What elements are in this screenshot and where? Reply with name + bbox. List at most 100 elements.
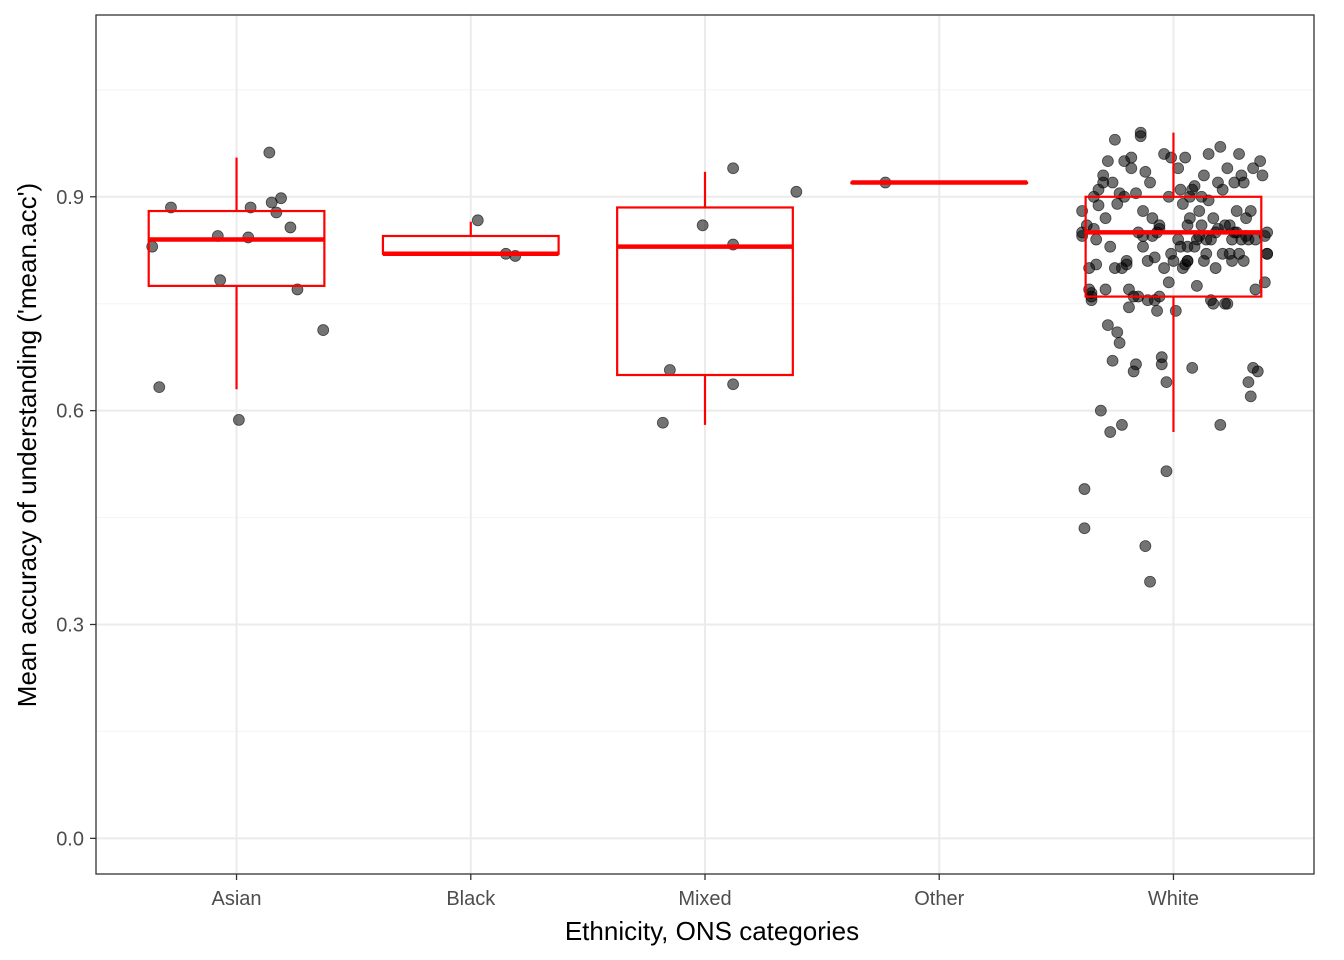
boxplot-black — [381, 221, 560, 257]
data-point — [1216, 183, 1229, 196]
data-point — [1247, 162, 1259, 175]
data-point — [153, 381, 166, 394]
grid — [96, 15, 1314, 874]
data-point — [1190, 279, 1203, 292]
data-point — [1183, 212, 1196, 225]
data-point — [1181, 255, 1194, 267]
data-point — [1111, 326, 1124, 339]
data-point — [1261, 226, 1274, 239]
y-tick-label: 0.3 — [56, 614, 84, 636]
data-point — [1169, 304, 1182, 317]
data-point — [1134, 130, 1147, 143]
data-point — [1233, 148, 1245, 160]
data-point — [1249, 283, 1262, 296]
data-point — [1123, 301, 1135, 314]
data-point — [1078, 483, 1091, 495]
y-tick-label: 0.9 — [56, 187, 84, 209]
data-point — [1237, 176, 1250, 189]
data-point — [1188, 180, 1201, 192]
box-iqr — [616, 206, 794, 377]
data-point — [1261, 247, 1274, 260]
data-point — [1094, 404, 1107, 417]
data-point — [1195, 219, 1208, 232]
data-point — [1254, 155, 1267, 168]
data-point — [232, 414, 245, 426]
data-point — [1167, 255, 1180, 267]
x-axis-title: Ethnicity, ONS categories — [565, 916, 859, 946]
data-point — [1165, 151, 1178, 164]
data-point — [1113, 337, 1126, 349]
data-point — [727, 162, 740, 175]
y-tick-label: 0.6 — [56, 401, 84, 423]
data-point — [1186, 361, 1199, 374]
boxplot-white — [1084, 132, 1263, 433]
data-point — [1251, 365, 1264, 378]
x-tick-label: Asian — [212, 888, 262, 910]
x-axis-ticks: Asian Black Mixed Other White — [212, 874, 1199, 910]
data-point — [1104, 240, 1117, 253]
data-point — [1120, 258, 1133, 271]
data-point — [656, 416, 669, 429]
data-point — [1101, 319, 1114, 331]
data-point — [1244, 205, 1257, 217]
x-tick-label: White — [1148, 888, 1199, 910]
data-point — [1202, 148, 1215, 160]
box-iqr — [1084, 195, 1263, 298]
jitter-points — [146, 126, 1274, 588]
y-axis-ticks: 0.0 0.3 0.6 0.9 — [56, 187, 96, 850]
boxplot-asian — [147, 157, 326, 390]
data-point — [263, 146, 276, 159]
data-point — [663, 364, 676, 376]
data-point — [1090, 258, 1103, 271]
data-point — [1176, 198, 1189, 210]
data-point — [696, 219, 709, 232]
data-point — [270, 206, 283, 219]
data-point — [1160, 465, 1173, 478]
data-point — [1101, 155, 1114, 168]
data-point — [1160, 376, 1173, 389]
boxplots — [147, 132, 1263, 433]
data-point — [1209, 262, 1222, 274]
data-point — [1109, 133, 1121, 146]
data-point — [214, 274, 227, 287]
data-point — [1078, 522, 1091, 535]
data-point — [1179, 151, 1192, 164]
y-axis-title: Mean accuracy of understanding ('mean.ac… — [12, 183, 42, 707]
data-point — [1155, 358, 1168, 371]
data-point — [1144, 575, 1156, 588]
data-point — [1256, 169, 1269, 182]
data-point — [1116, 418, 1128, 431]
y-tick-label: 0.0 — [56, 828, 84, 850]
data-point — [1221, 162, 1234, 175]
data-point — [1125, 151, 1138, 164]
data-point — [1106, 176, 1119, 189]
data-point — [1106, 354, 1119, 367]
data-point — [1148, 251, 1161, 264]
data-point — [317, 324, 330, 336]
data-point — [727, 378, 740, 391]
data-point — [1125, 162, 1138, 175]
data-point — [790, 185, 803, 198]
data-point — [1099, 283, 1112, 296]
x-tick-label: Black — [446, 888, 496, 910]
data-point — [1139, 540, 1152, 552]
data-point — [1090, 233, 1103, 246]
data-point — [471, 214, 484, 227]
data-point — [1162, 276, 1175, 289]
data-point — [1158, 262, 1170, 274]
data-point — [1200, 247, 1213, 260]
data-point — [1207, 297, 1220, 310]
data-point — [1198, 169, 1210, 182]
x-tick-label: Other — [914, 888, 964, 910]
data-point — [1230, 205, 1243, 217]
boxplot-other — [850, 180, 1029, 185]
data-point — [1207, 212, 1220, 225]
data-point — [1130, 358, 1142, 371]
data-point — [1244, 390, 1257, 403]
data-point — [1146, 212, 1159, 225]
data-point — [1099, 212, 1112, 225]
x-tick-label: Mixed — [678, 888, 731, 910]
data-point — [1226, 255, 1238, 267]
